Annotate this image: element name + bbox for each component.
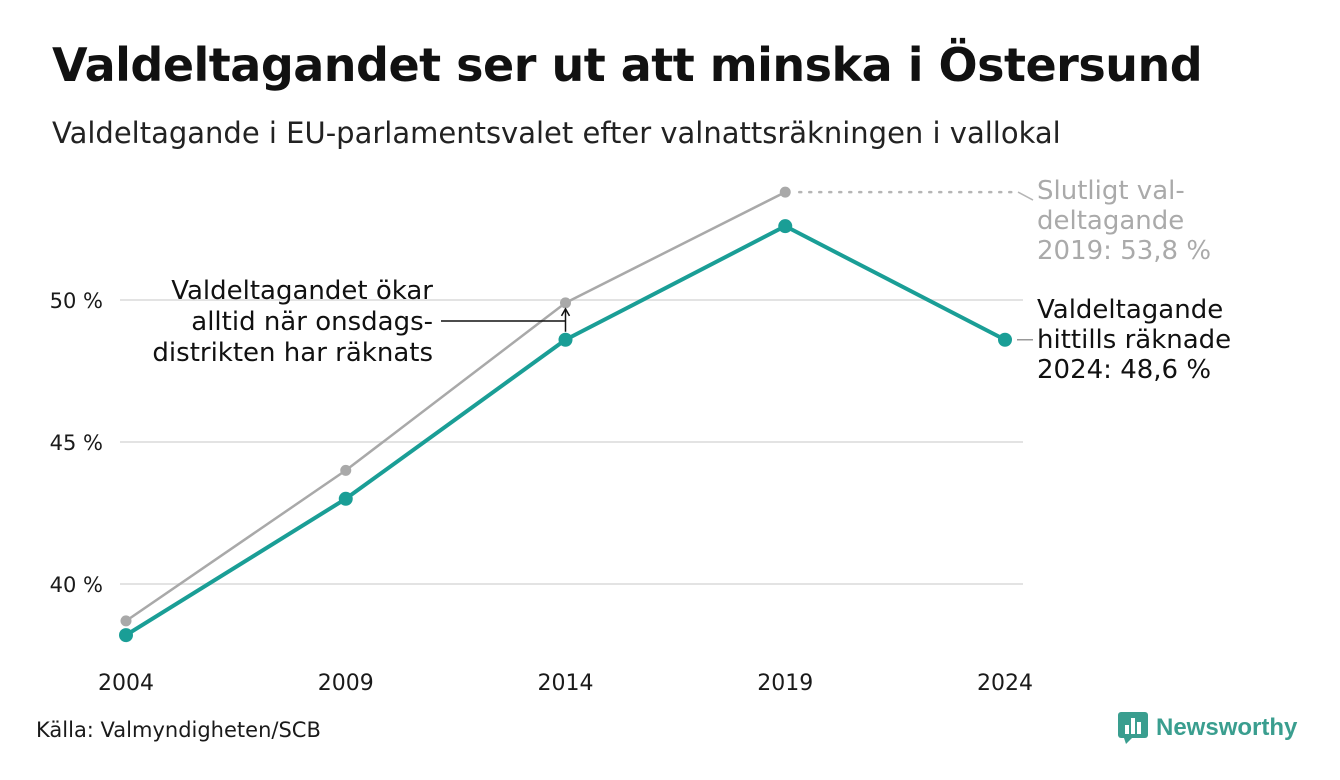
- counted-turnout-point: [558, 332, 573, 347]
- final-turnout-line: [124, 190, 787, 623]
- x-tick-label: 2014: [538, 671, 594, 696]
- y-tick-label: 45 %: [50, 431, 103, 455]
- counted-turnout-point: [338, 491, 353, 506]
- counted-turnout-label: Valdeltagande: [1037, 295, 1223, 325]
- counted-turnout-point: [778, 219, 793, 234]
- note-annotation: Valdeltagandet ökar: [171, 276, 433, 306]
- x-tick-label: 2009: [318, 671, 374, 696]
- x-tick-label: 2024: [977, 671, 1033, 696]
- counted-turnout-point: [119, 628, 133, 643]
- newsworthy-logo-icon: [1118, 712, 1148, 744]
- x-tick-label: 2019: [757, 671, 813, 696]
- counted-turnout-label: hittills räknade: [1037, 325, 1231, 355]
- final-turnout-point: [120, 615, 132, 627]
- source-note: Källa: Valmyndigheten/SCB: [36, 718, 321, 742]
- newsworthy-logo-text: Newsworthy: [1156, 714, 1298, 741]
- counted-turnout-point: [998, 332, 1012, 347]
- y-tick-label: 40 %: [50, 573, 103, 597]
- newsworthy-logo: Newsworthy: [1118, 712, 1297, 744]
- final-turnout-point: [340, 464, 352, 476]
- final-turnout-label: 2019: 53,8 %: [1037, 236, 1211, 266]
- note-annotation: alltid när onsdags-: [191, 307, 433, 337]
- counted-turnout-label: 2024: 48,6 %: [1037, 355, 1211, 385]
- final-turnout-label: Slutligt val-: [1037, 176, 1185, 206]
- chart-subtitle: Valdeltagande i EU-parlamentsvalet efter…: [52, 116, 1061, 150]
- final-label-connector: [1017, 191, 1034, 201]
- note-arrow-head: [560, 307, 571, 317]
- final-turnout-point: [779, 186, 791, 198]
- chart-title: Valdeltagandet ser ut att minska i Öster…: [52, 38, 1203, 92]
- x-tick-label: 2004: [98, 671, 154, 696]
- final-turnout-label: deltagande: [1037, 206, 1184, 236]
- y-tick-label: 50 %: [50, 289, 103, 313]
- final-turnout-point: [560, 297, 571, 309]
- note-annotation: distrikten har räknats: [152, 338, 433, 368]
